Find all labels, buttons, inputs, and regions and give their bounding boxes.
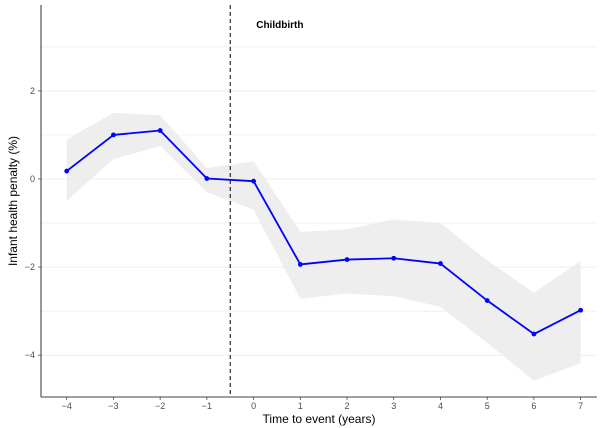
x-tick-label: 2 (345, 401, 350, 411)
data-point (157, 128, 163, 133)
y-tick-label: 2 (30, 86, 35, 96)
y-tick-label: 0 (30, 174, 35, 184)
x-tick-label: 4 (438, 401, 443, 411)
confidence-band (66, 112, 581, 381)
x-tick-label: 3 (391, 401, 396, 411)
x-tick-label: −4 (62, 401, 72, 411)
data-point (531, 331, 537, 337)
data-point (64, 168, 70, 174)
event-annotation: Childbirth (256, 20, 303, 31)
x-axis-title: Time to event (years) (263, 412, 376, 426)
axes: −4 −3 −2 −1 0 1 2 3 4 5 6 7 −4 −2 0 2 (25, 5, 597, 411)
data-point (111, 132, 116, 138)
data-point (578, 307, 584, 313)
x-tick-label: −3 (108, 401, 118, 411)
data-point (344, 257, 350, 262)
x-tick-label: 6 (531, 401, 536, 411)
ci-band (66, 112, 581, 381)
x-tick-label: 1 (298, 401, 303, 411)
x-tick-label: 0 (251, 401, 256, 411)
data-point (391, 255, 397, 261)
y-tick-label: −2 (25, 262, 35, 272)
series-points (64, 128, 584, 337)
data-point (297, 262, 303, 267)
series-line (66, 129, 582, 335)
x-tick-label: 5 (485, 401, 490, 411)
data-point (204, 176, 210, 181)
series-line-layer (66, 129, 582, 335)
data-point (438, 261, 443, 266)
data-point (484, 298, 490, 303)
y-axis-title: Infant health penalty (%) (6, 136, 20, 266)
x-tick-label: −1 (202, 401, 212, 411)
x-tick-label: −2 (155, 401, 165, 411)
x-tick-label: 7 (578, 401, 583, 411)
y-tick-label: −4 (25, 350, 35, 360)
data-point (251, 178, 256, 184)
